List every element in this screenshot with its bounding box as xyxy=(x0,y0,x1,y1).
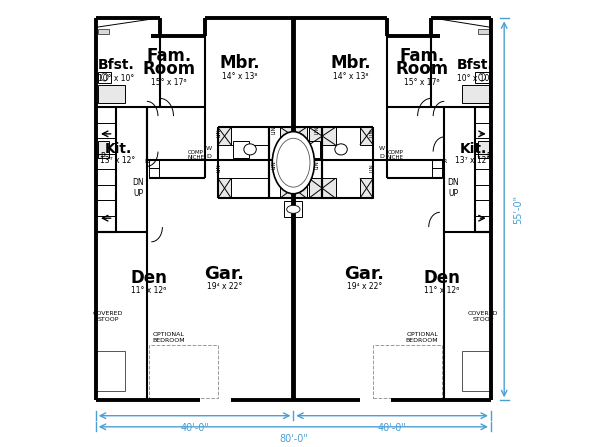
Bar xyxy=(360,127,373,145)
Text: COMP: COMP xyxy=(188,150,203,155)
Bar xyxy=(280,127,307,145)
Bar xyxy=(478,29,488,34)
Text: 55'-0": 55'-0" xyxy=(513,195,523,224)
Text: 15° x 17⁶: 15° x 17⁶ xyxy=(151,78,187,87)
Text: 13⁷ x 12°: 13⁷ x 12° xyxy=(455,156,491,165)
Ellipse shape xyxy=(335,144,347,155)
Text: W: W xyxy=(379,146,385,151)
Bar xyxy=(98,29,109,34)
Ellipse shape xyxy=(244,144,256,155)
Text: Den: Den xyxy=(424,269,460,287)
Text: DN: DN xyxy=(448,178,459,187)
Bar xyxy=(432,159,442,169)
Text: Mbr.: Mbr. xyxy=(220,54,260,72)
Text: 40'-0": 40'-0" xyxy=(180,423,209,433)
Bar xyxy=(462,351,491,391)
Text: P: P xyxy=(100,152,105,161)
Text: Bfst.: Bfst. xyxy=(97,58,134,72)
Text: Room: Room xyxy=(142,60,196,79)
Text: COVERED: COVERED xyxy=(93,311,124,316)
Text: LIN: LIN xyxy=(272,160,277,169)
Bar xyxy=(360,178,373,198)
Text: P: P xyxy=(487,152,491,161)
Text: LIN: LIN xyxy=(217,164,222,173)
Text: LIN: LIN xyxy=(314,125,320,134)
Text: R: R xyxy=(442,159,446,164)
Text: 19⁴ x 22°: 19⁴ x 22° xyxy=(207,283,242,291)
Text: 19⁴ x 22°: 19⁴ x 22° xyxy=(347,283,382,291)
Text: LIN: LIN xyxy=(369,128,374,137)
Bar xyxy=(462,85,488,103)
Text: D: D xyxy=(206,154,211,160)
Text: BEDROOM: BEDROOM xyxy=(406,338,439,343)
Text: 13⁷ x 12°: 13⁷ x 12° xyxy=(100,156,136,165)
Text: LIN: LIN xyxy=(314,160,320,169)
Text: COVERED: COVERED xyxy=(467,311,498,316)
Text: W: W xyxy=(206,146,212,151)
Bar xyxy=(280,178,307,198)
Bar xyxy=(284,201,302,217)
Text: 80'-0": 80'-0" xyxy=(279,434,308,444)
Text: COMP: COMP xyxy=(388,150,403,155)
Text: 15° x 17⁶: 15° x 17⁶ xyxy=(404,78,440,87)
Bar xyxy=(149,159,159,169)
Text: LIN: LIN xyxy=(217,128,222,137)
Text: Kit.: Kit. xyxy=(104,143,131,156)
Text: STOOP: STOOP xyxy=(472,317,494,322)
Bar xyxy=(218,127,231,145)
Text: STOOP: STOOP xyxy=(98,317,119,322)
Text: Gar.: Gar. xyxy=(344,265,385,283)
Text: 10° x 10°: 10° x 10° xyxy=(98,74,134,83)
Bar xyxy=(373,345,442,398)
Bar xyxy=(233,140,249,158)
Bar xyxy=(149,169,159,178)
Text: R: R xyxy=(145,159,149,164)
Text: UP: UP xyxy=(133,189,143,198)
Ellipse shape xyxy=(277,138,310,187)
Text: D: D xyxy=(380,154,385,160)
Bar xyxy=(96,351,125,391)
Bar xyxy=(218,178,231,198)
Bar xyxy=(309,178,335,198)
Text: LIN: LIN xyxy=(369,164,374,173)
Bar xyxy=(231,178,269,198)
Text: Bfst.: Bfst. xyxy=(457,58,494,72)
Ellipse shape xyxy=(287,205,300,213)
Bar xyxy=(432,169,442,178)
Text: Fam.: Fam. xyxy=(400,47,445,65)
Bar xyxy=(475,72,488,83)
Text: Den: Den xyxy=(131,269,167,287)
Text: 14° x 13⁸: 14° x 13⁸ xyxy=(223,72,258,80)
Text: 40'-0": 40'-0" xyxy=(377,423,407,433)
Text: Room: Room xyxy=(395,60,449,79)
Text: 11° x 12⁶: 11° x 12⁶ xyxy=(131,286,167,295)
Ellipse shape xyxy=(272,131,314,194)
Bar xyxy=(149,345,218,398)
Bar xyxy=(309,127,335,145)
Text: OPTIONAL: OPTIONAL xyxy=(406,332,438,337)
Text: Gar.: Gar. xyxy=(205,265,245,283)
Bar xyxy=(98,85,125,103)
Bar xyxy=(231,127,269,145)
Bar xyxy=(478,140,488,158)
Bar xyxy=(98,140,109,158)
Text: Kit.: Kit. xyxy=(460,143,487,156)
Bar xyxy=(98,72,112,83)
Text: OPTIONAL: OPTIONAL xyxy=(153,332,185,337)
Text: 11° x 12⁶: 11° x 12⁶ xyxy=(424,286,460,295)
Bar xyxy=(304,140,320,158)
Text: UP: UP xyxy=(448,189,458,198)
Text: NICHE: NICHE xyxy=(187,155,204,160)
Ellipse shape xyxy=(101,73,108,81)
Ellipse shape xyxy=(479,73,485,81)
Text: 14° x 13⁸: 14° x 13⁸ xyxy=(334,72,369,80)
Text: DN: DN xyxy=(132,178,144,187)
Text: NICHE: NICHE xyxy=(387,155,404,160)
Text: LIN: LIN xyxy=(272,125,277,134)
Text: BEDROOM: BEDROOM xyxy=(153,338,185,343)
Text: Fam.: Fam. xyxy=(146,47,191,65)
Text: 10° x 10°: 10° x 10° xyxy=(457,74,493,83)
Text: Mbr.: Mbr. xyxy=(331,54,371,72)
